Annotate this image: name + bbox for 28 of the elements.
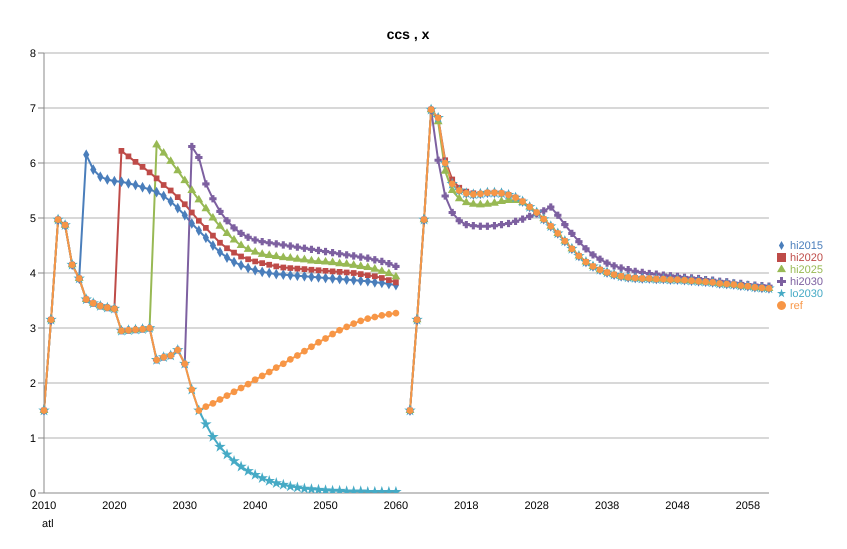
y-tick-label: 8 <box>30 48 36 60</box>
x-tick-label: 2048 <box>665 500 690 512</box>
x-tick-label: 2040 <box>242 500 268 512</box>
y-tick-label: 7 <box>30 102 36 115</box>
legend-label: hi2020 <box>790 252 823 264</box>
x-tick-label: 2020 <box>102 500 127 512</box>
y-tick-label: 3 <box>30 322 36 335</box>
y-tick-label: 4 <box>30 268 36 280</box>
x-tick-label: 2050 <box>313 500 338 512</box>
chart-title: ccs , x <box>386 26 430 42</box>
y-tick-label: 0 <box>30 488 36 500</box>
legend-label: hi2015 <box>790 240 823 252</box>
y-tick-label: 1 <box>30 432 36 445</box>
legend-label: ref <box>790 300 803 312</box>
x-tick-label: 2028 <box>524 500 549 512</box>
y-tick-label: 6 <box>30 158 36 170</box>
legend-label: hi2025 <box>790 264 823 276</box>
text: atl <box>42 518 54 530</box>
x-tick-label: 2030 <box>172 500 198 512</box>
x-tick-label: 2038 <box>594 500 620 512</box>
y-tick-label: 5 <box>30 212 36 225</box>
x-tick-label: 2010 <box>32 500 56 512</box>
legend-label: hi2030 <box>790 276 823 288</box>
x-tick-label: 2058 <box>736 500 760 512</box>
x-tick-label: 2018 <box>454 500 479 512</box>
x-tick-label: 2060 <box>384 500 408 512</box>
legend-label: lo2030 <box>790 288 823 300</box>
y-tick-label: 2 <box>30 378 36 390</box>
